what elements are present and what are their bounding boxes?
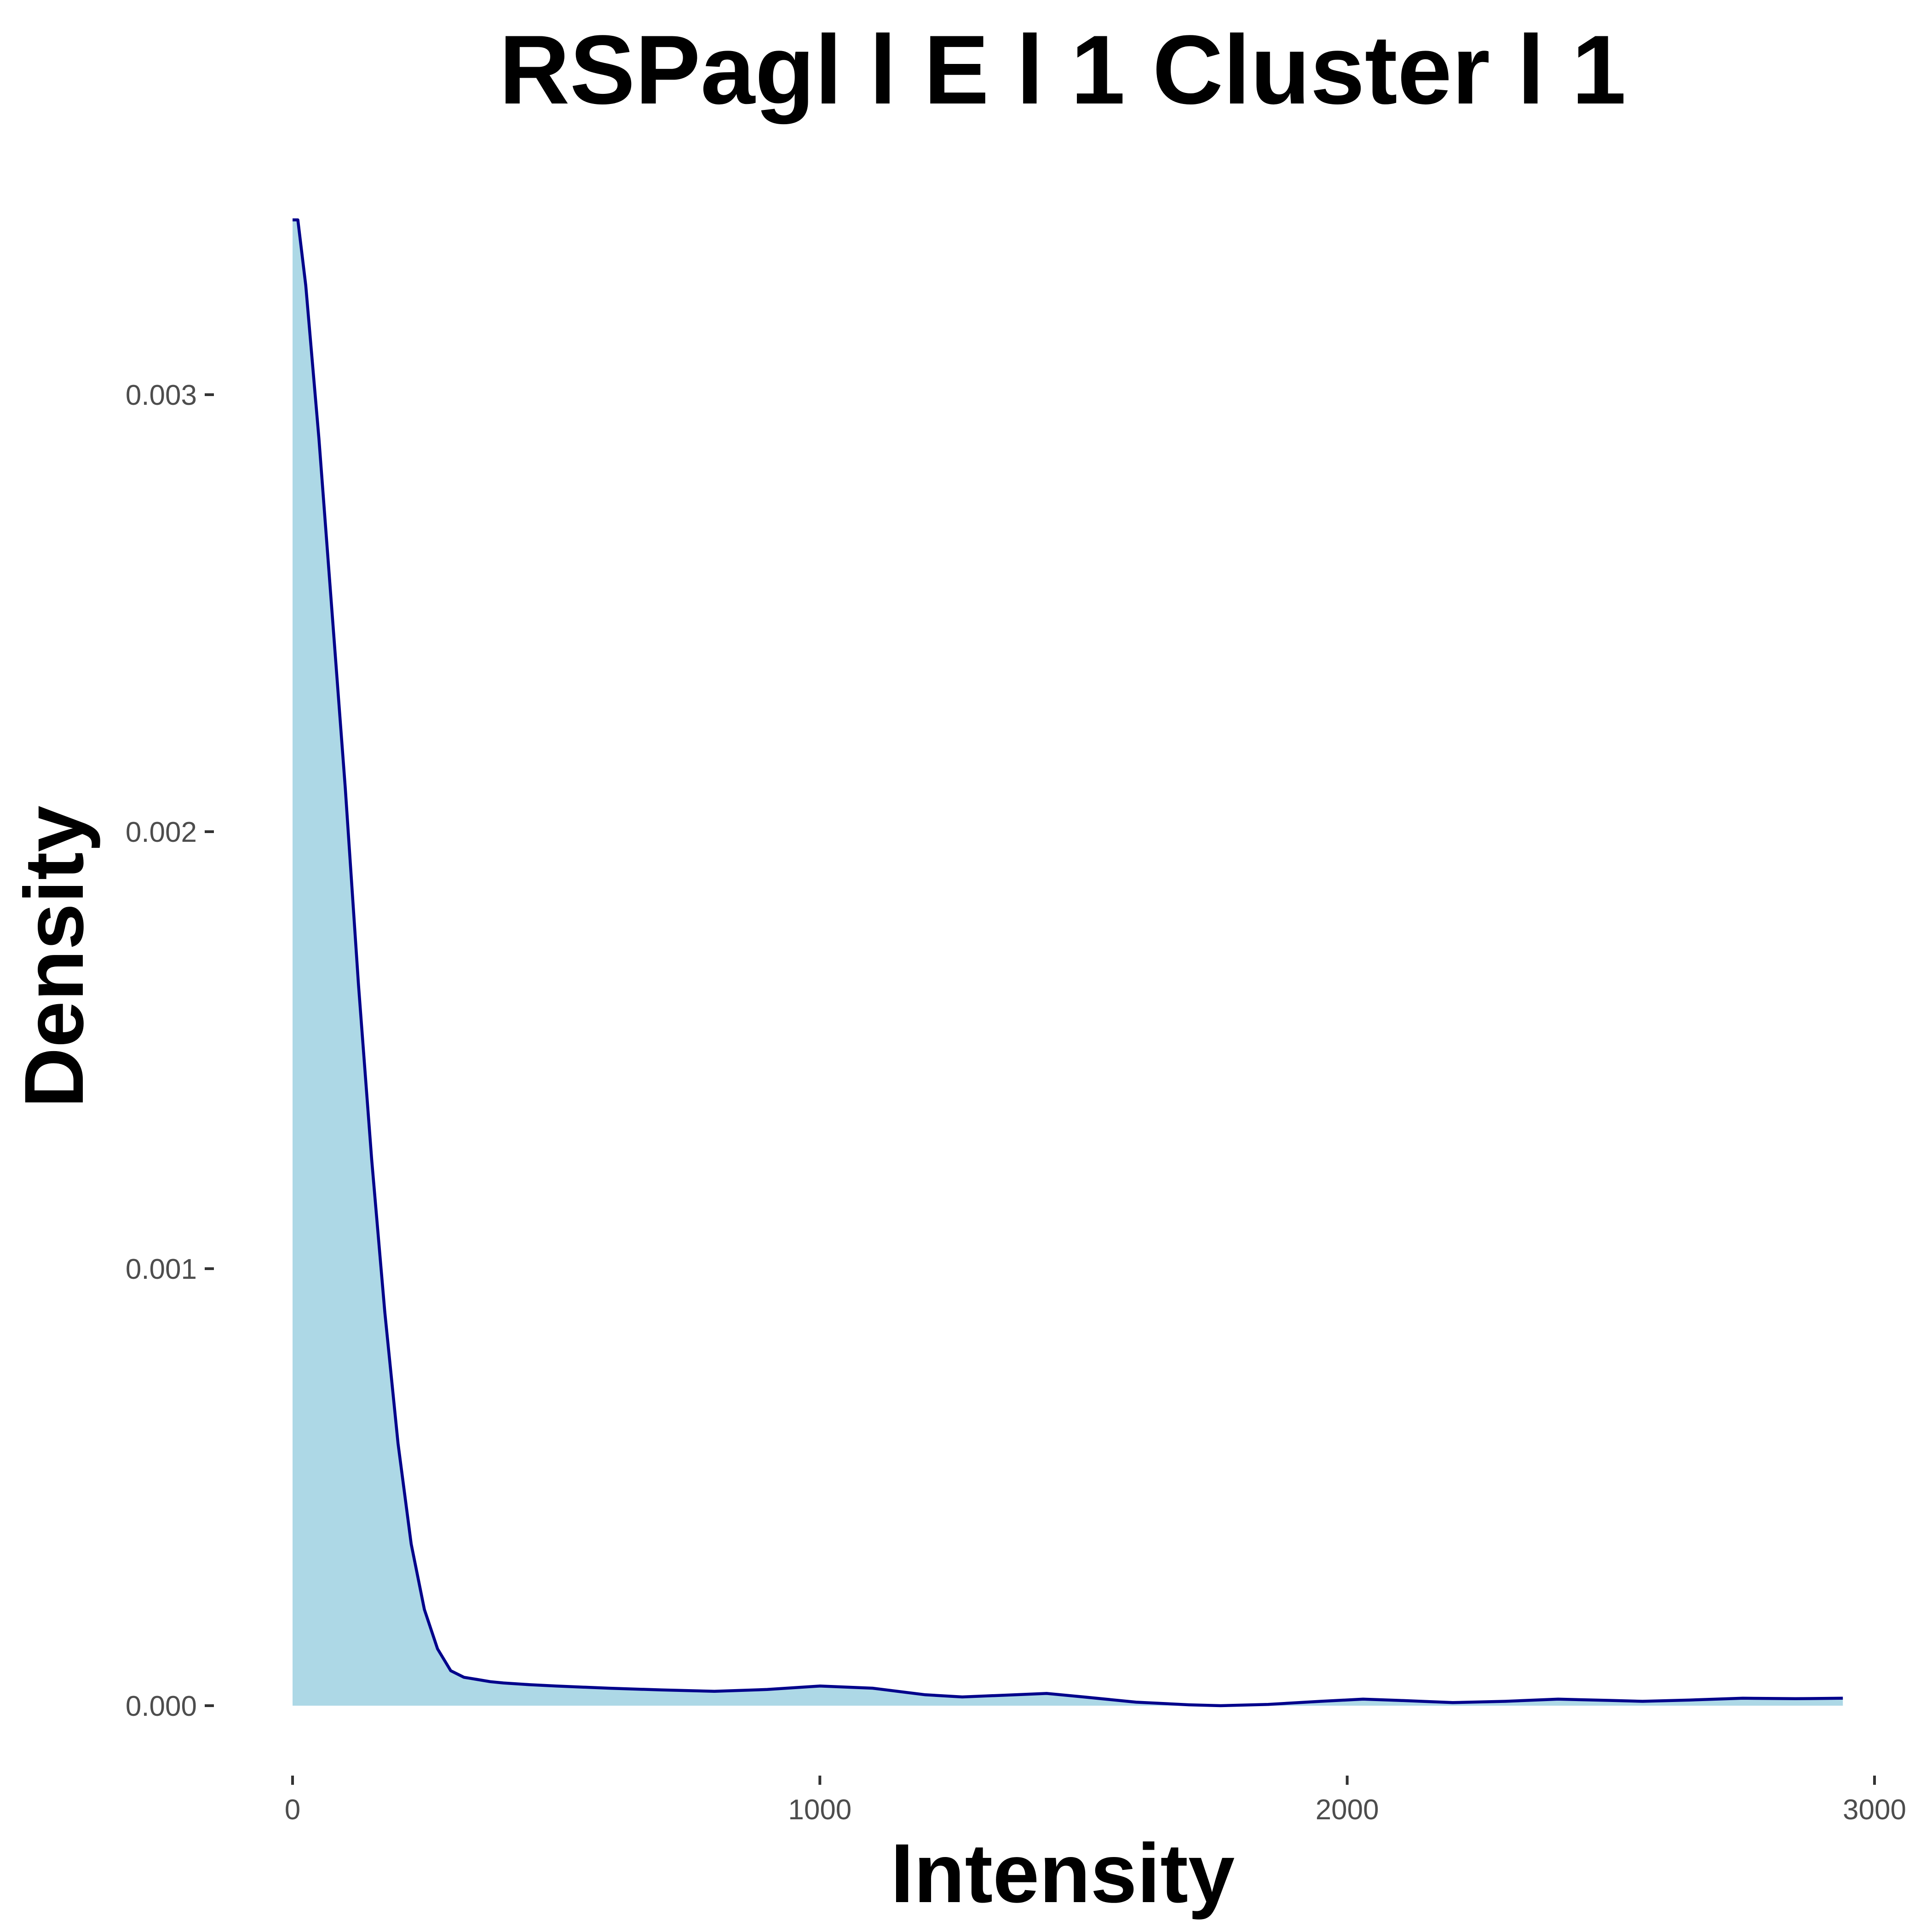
x-axis-title: Intensity: [891, 1826, 1235, 1920]
y-axis: 0.000 0.001 0.002 0.003: [126, 380, 214, 1722]
y-tick-label: 0.003: [126, 380, 197, 411]
x-tick-label: 2000: [1316, 1794, 1379, 1826]
y-tick-label: 0.002: [126, 816, 197, 848]
chart-title: RSPagl l E l 1 Cluster l 1: [499, 15, 1626, 125]
x-tick-label: 1000: [788, 1794, 851, 1826]
x-tick-label: 0: [285, 1794, 300, 1826]
y-tick-label: 0.000: [126, 1690, 197, 1722]
y-axis-title: Density: [7, 805, 101, 1108]
density-line: [293, 218, 1843, 1708]
x-axis: 0 1000 2000 3000: [285, 1776, 1906, 1826]
density-area: [293, 220, 1843, 1706]
y-tick-label: 0.001: [126, 1254, 197, 1285]
x-tick-label: 3000: [1843, 1794, 1906, 1826]
